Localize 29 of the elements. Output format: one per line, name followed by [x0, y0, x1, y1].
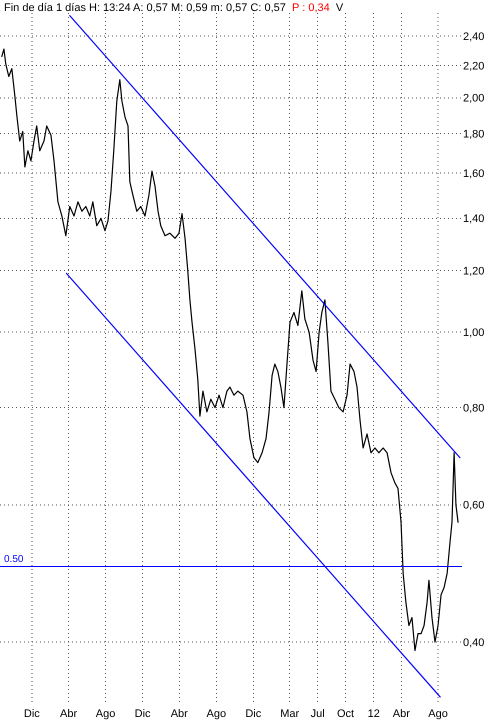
- x-tick-label: Ago: [206, 708, 226, 720]
- x-tick-label: Abr: [170, 708, 188, 720]
- y-tick-label: 2,00: [463, 92, 484, 105]
- x-tick-label: Abr: [392, 708, 410, 720]
- chart-title: Fin de día 1 días H: 13:24 A: 0,57 M: 0,59 m: 0,57 C: 0,57: [4, 2, 286, 14]
- x-tick-label: Jul: [310, 708, 325, 720]
- x-tick-label: Oct: [336, 708, 354, 720]
- x-tick-label: Ago: [96, 708, 116, 720]
- annotation: V: [336, 2, 344, 14]
- y-tick-label: 1,80: [463, 128, 484, 140]
- line-series: [1, 48, 459, 652]
- ref-line-label: 0.50: [4, 554, 24, 565]
- y-tick-label: 2,40: [463, 30, 484, 43]
- y-tick-label: 0,60: [463, 500, 484, 512]
- y-tick-label: 0,80: [463, 402, 484, 414]
- y-tick-label: 1,40: [463, 213, 484, 226]
- x-tick-label: Abr: [60, 708, 78, 720]
- y-tick-label: 1,00: [463, 327, 484, 340]
- x-tick-label: Ago: [428, 708, 448, 720]
- x-tick-label: 12: [368, 708, 380, 720]
- y-tick-label: 2,20: [463, 60, 484, 72]
- y-tick-label: 1,20: [463, 265, 484, 278]
- y-tick-label: 1,60: [463, 168, 484, 180]
- annotation: P : 0,34: [292, 2, 330, 14]
- x-tick-label: Dic: [134, 708, 152, 720]
- x-tick-label: Mar: [280, 708, 300, 720]
- x-tick-label: Dic: [24, 708, 40, 720]
- x-tick-label: Dic: [245, 708, 262, 720]
- y-tick-label: 0,40: [463, 636, 484, 649]
